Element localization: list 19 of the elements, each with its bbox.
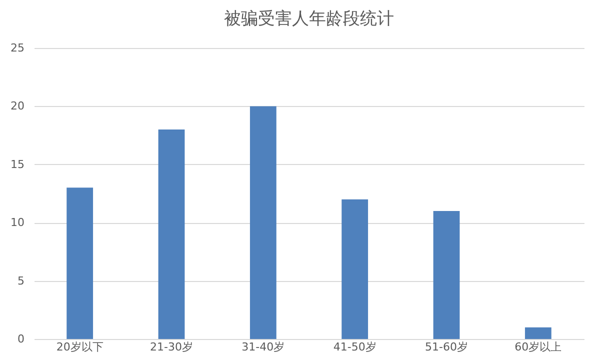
- bar: [66, 188, 94, 339]
- bar: [158, 129, 185, 339]
- x-tick-label: 31-40岁: [242, 340, 285, 354]
- bar: [342, 199, 368, 339]
- y-tick-label: 15: [10, 158, 24, 171]
- x-tick-label: 21-30岁: [150, 340, 193, 354]
- bar: [524, 327, 552, 339]
- bar: [433, 210, 460, 339]
- y-tick-label: 10: [10, 216, 24, 230]
- bar: [250, 106, 276, 339]
- y-tick-label: 0: [18, 332, 24, 346]
- x-tick-label: 51-60岁: [425, 340, 468, 354]
- y-tick-label: 5: [18, 274, 24, 288]
- x-tick-label: 41-50岁: [333, 340, 376, 354]
- chart-title: 被骗受害人年龄段统计: [224, 9, 394, 29]
- x-tick-label: 60岁以上: [514, 340, 562, 354]
- y-tick-label: 25: [10, 42, 24, 54]
- y-tick-label: 20: [10, 100, 24, 113]
- x-tick-label: 20岁以下: [56, 340, 104, 354]
